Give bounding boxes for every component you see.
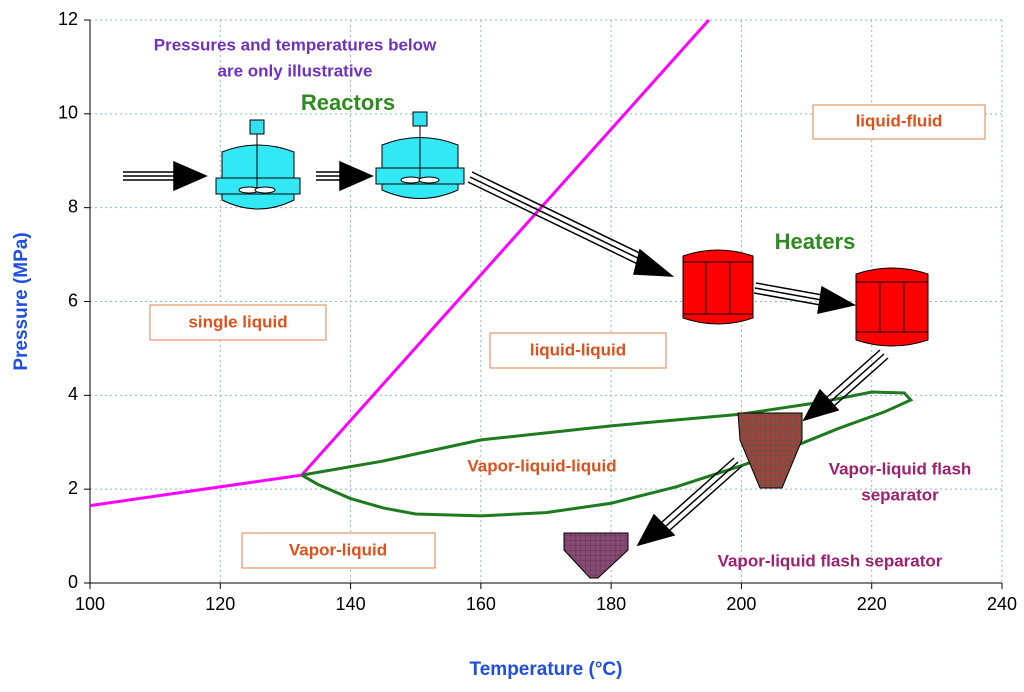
reactor <box>215 111 465 210</box>
annotation: single liquid <box>188 312 287 331</box>
annotation: liquid-fluid <box>856 111 943 130</box>
annotation: are only illustrative <box>218 61 373 80</box>
arrow <box>123 160 889 547</box>
label-box <box>812 104 986 140</box>
separator <box>563 532 629 579</box>
annotation: liquid-liquid <box>530 340 626 359</box>
x-tick-label: 200 <box>726 594 756 614</box>
annotation: Heaters <box>775 229 856 254</box>
x-tick-label: 220 <box>857 594 887 614</box>
y-axis-title: Pressure (MPa) <box>11 232 32 370</box>
y-tick-label: 12 <box>58 9 78 29</box>
phase-boundary <box>89 18 710 508</box>
x-tick-label: 140 <box>336 594 366 614</box>
equipment <box>123 111 929 579</box>
annotation: Pressures and temperatures below <box>154 35 437 54</box>
y-tick-label: 6 <box>68 290 78 310</box>
x-tick-label: 180 <box>596 594 626 614</box>
x-tick-label: 240 <box>987 594 1017 614</box>
y-tick-label: 2 <box>68 478 78 498</box>
y-tick-label: 4 <box>68 384 78 404</box>
label-box <box>489 332 667 369</box>
annotation: Reactors <box>301 90 395 115</box>
x-tick-label: 100 <box>75 594 105 614</box>
annotation: Vapor-liquid flash separator <box>718 551 943 570</box>
y-tick-label: 10 <box>58 103 78 123</box>
annotation: separator <box>861 485 939 504</box>
y-tick-label: 8 <box>68 196 78 216</box>
label-box <box>241 532 436 569</box>
x-axis-title: Temperature (°C) <box>470 659 623 680</box>
annotation: Vapor-liquid flash <box>829 459 972 478</box>
x-tick-label: 160 <box>466 594 496 614</box>
x-tick-label: 120 <box>205 594 235 614</box>
label-box <box>149 304 327 341</box>
heater <box>682 249 929 347</box>
plot <box>89 18 914 518</box>
phase-boundary <box>300 390 914 518</box>
annotation: Vapor-liquid-liquid <box>467 456 616 475</box>
y-tick-label: 0 <box>68 572 78 592</box>
annotations: Pressures and temperatures below are only… <box>149 35 986 570</box>
separator <box>737 412 803 489</box>
annotation: Vapor-liquid <box>289 540 387 559</box>
